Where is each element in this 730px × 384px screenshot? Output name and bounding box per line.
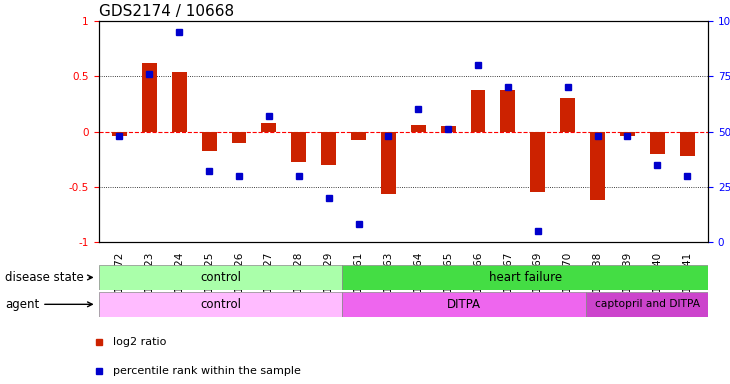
Bar [586,292,708,317]
Text: GDS2174 / 10668: GDS2174 / 10668 [99,3,234,18]
Bar [261,123,277,132]
Text: disease state: disease state [5,271,92,284]
Bar [650,132,665,154]
Text: captopril and DITPA: captopril and DITPA [595,299,699,310]
Bar [231,132,247,142]
Text: percentile rank within the sample: percentile rank within the sample [113,366,301,376]
Text: heart failure: heart failure [488,271,562,284]
Text: log2 ratio: log2 ratio [113,336,166,347]
Bar [560,98,575,132]
Bar [321,132,336,165]
Text: DITPA: DITPA [447,298,481,311]
Bar [291,132,306,162]
Text: control: control [200,298,241,311]
Bar [99,265,342,290]
Bar [590,132,605,200]
Bar [342,292,586,317]
Bar [201,132,217,151]
Text: agent: agent [5,298,92,311]
Text: control: control [200,271,241,284]
Bar [342,265,708,290]
Bar [381,132,396,194]
Bar [172,72,187,132]
Bar [351,132,366,141]
Bar [471,89,485,132]
Bar [411,125,426,132]
Bar [501,89,515,132]
Bar [441,126,456,132]
Bar [99,292,342,317]
Bar [680,132,695,156]
Bar [142,63,157,132]
Bar [530,132,545,192]
Bar [620,132,635,136]
Bar [112,132,127,136]
